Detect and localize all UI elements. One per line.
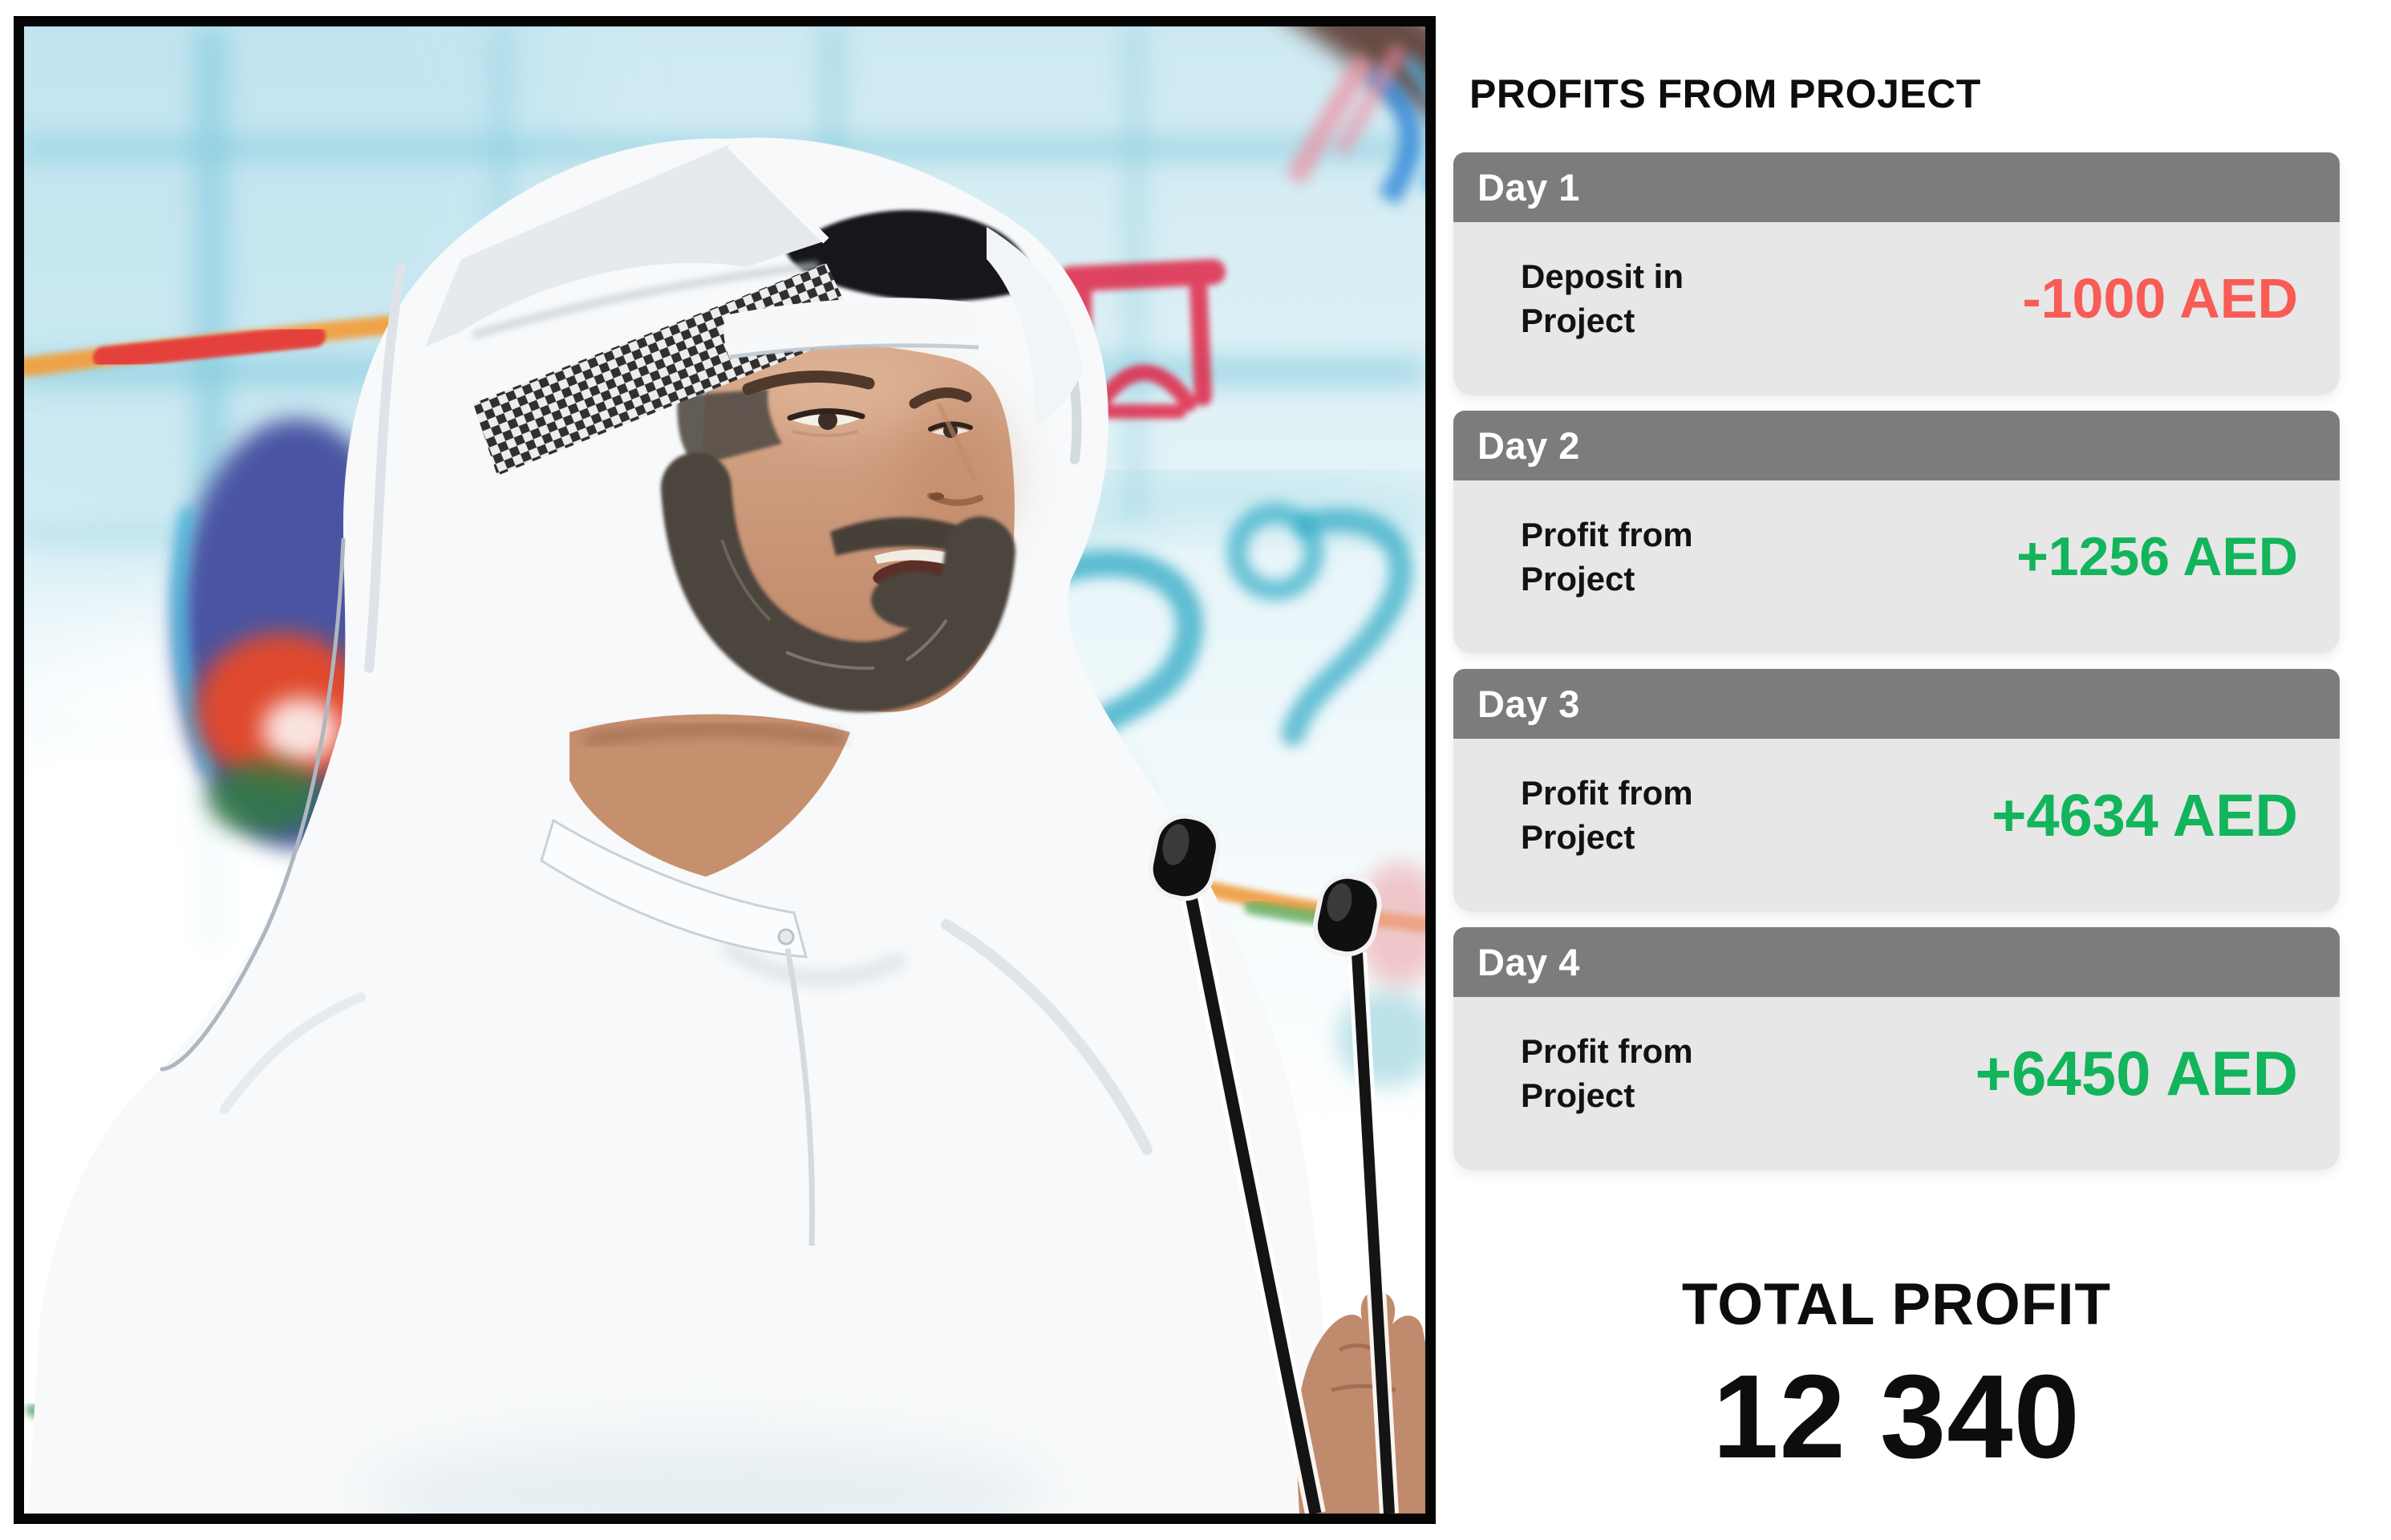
- ghutra-peak-fold: [425, 144, 826, 347]
- day-description: Profit from Project: [1521, 1031, 1693, 1114]
- day-label: Day 2: [1477, 424, 1580, 467]
- day-card-3: Day 3 Profit from Project +4634 AED: [1453, 669, 2340, 912]
- microphone-left: [1148, 813, 1326, 1514]
- day-card-4-body: Profit from Project +6450 AED: [1453, 997, 2340, 1170]
- day-description: Deposit in Project: [1521, 257, 1684, 339]
- total-profit: TOTAL PROFIT 12 340: [1453, 1271, 2340, 1485]
- face: [661, 341, 1015, 712]
- day-label: Day 1: [1477, 166, 1580, 209]
- day-card-3-header: Day 3: [1453, 669, 2340, 739]
- panel-title: PROFITS FROM PROJECT: [1469, 71, 1981, 116]
- nose: [927, 402, 983, 506]
- mustache: [830, 517, 962, 556]
- day-amount: -1000 AED: [2022, 267, 2298, 330]
- day-amount: +1256 AED: [2016, 526, 2298, 587]
- day-description: Profit from Project: [1521, 773, 1693, 856]
- day-card-3-body: Profit from Project +4634 AED: [1453, 739, 2340, 912]
- eyebrow-left: [742, 371, 875, 395]
- speaker-figure: [28, 137, 1425, 1514]
- day-card-4: Day 4 Profit from Project +6450 AED: [1453, 927, 2340, 1170]
- day-amount: +4634 AED: [1992, 781, 2298, 849]
- photo-illustration: [24, 26, 1425, 1514]
- microphone-right: [1312, 873, 1399, 1514]
- day-card-1: Day 1 Deposit in Project -1000 AED: [1453, 152, 2340, 395]
- hair: [677, 389, 782, 466]
- day-label: Day 3: [1477, 683, 1580, 725]
- total-profit-value: 12 340: [1712, 1351, 2081, 1483]
- total-profit-label: TOTAL PROFIT: [1681, 1272, 2112, 1337]
- ghutra-headdress: [425, 141, 1083, 476]
- neck: [569, 714, 850, 877]
- eyebrow-right: [909, 387, 972, 409]
- day-amount: +6450 AED: [1975, 1037, 2298, 1108]
- day-card-2: Day 2 Profit from Project +1256 AED: [1453, 411, 2340, 654]
- kandura-collar: [540, 818, 816, 1246]
- ghutra-dark-fold: [786, 210, 1036, 302]
- day-card-4-header: Day 4: [1453, 927, 2340, 997]
- day-description: Profit from Project: [1521, 515, 1693, 598]
- speaker-photo: [14, 16, 1436, 1524]
- day-card-1-body: Deposit in Project -1000 AED: [1453, 222, 2340, 395]
- beard: [661, 452, 1015, 712]
- day-cards: Day 1 Deposit in Project -1000 AED Day 2…: [1453, 152, 2340, 1185]
- day-card-2-body: Profit from Project +1256 AED: [1453, 480, 2340, 654]
- microphones: [1148, 813, 1399, 1514]
- day-card-2-header: Day 2: [1453, 411, 2340, 480]
- day-label: Day 4: [1477, 941, 1580, 983]
- day-card-1-header: Day 1: [1453, 152, 2340, 222]
